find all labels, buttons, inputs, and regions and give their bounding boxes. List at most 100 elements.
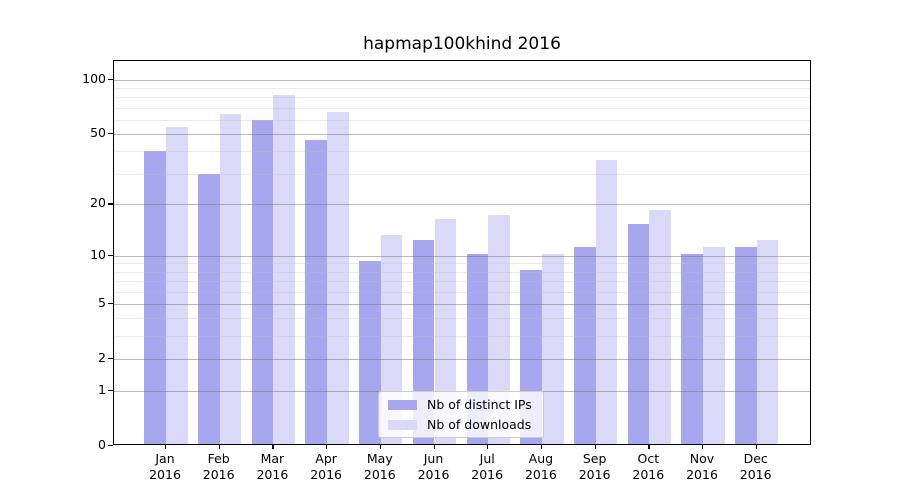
bar-may-distinct-ips — [359, 261, 381, 444]
y-tick-mark — [108, 390, 113, 392]
bar-aug-downloads — [541, 253, 564, 444]
legend: Nb of distinct IPs Nb of downloads — [378, 391, 544, 438]
x-tick-label-jul: Jul 2016 — [457, 451, 517, 482]
x-tick-label-oct: Oct 2016 — [618, 451, 678, 482]
major-gridline — [114, 255, 810, 257]
major-gridline — [114, 303, 810, 305]
bar-feb-distinct-ips — [198, 174, 220, 444]
bar-jun-downloads — [434, 219, 457, 444]
x-tick-year: 2016 — [363, 466, 396, 482]
x-tick-mark — [648, 445, 650, 449]
x-tick-mark — [487, 445, 489, 449]
y-tick-mark — [108, 302, 113, 305]
x-tick-label-aug: Aug 2016 — [511, 451, 571, 482]
minor-gridline — [114, 281, 810, 282]
minor-gridline — [114, 318, 810, 320]
x-tick-mark — [702, 445, 704, 449]
x-tick-year: 2016 — [739, 466, 772, 482]
x-tick-mark — [326, 445, 328, 449]
major-gridline — [114, 134, 810, 136]
bar-dec-distinct-ips — [735, 246, 757, 444]
x-tick-label-jun: Jun 2016 — [404, 451, 464, 482]
x-tick-label-jan: Jan 2016 — [135, 451, 195, 482]
x-tick-year: 2016 — [202, 466, 235, 482]
x-tick-label-mar: Mar 2016 — [242, 451, 302, 482]
x-tick-month: Jan — [155, 451, 175, 466]
chart-title: hapmap100khind 2016 — [363, 34, 561, 54]
bar-oct-downloads — [649, 210, 671, 444]
minor-gridline — [114, 107, 810, 109]
minor-gridline — [114, 263, 810, 265]
bar-mar-distinct-ips — [251, 120, 274, 444]
x-tick-label-feb: Feb 2016 — [189, 451, 249, 482]
x-tick-mark — [755, 445, 757, 449]
x-tick-label-sep: Sep 2016 — [565, 451, 625, 482]
x-tick-month: Sep — [582, 451, 607, 466]
bar-mar-downloads — [273, 95, 296, 444]
minor-gridline — [114, 173, 810, 175]
minor-gridline — [114, 151, 810, 153]
x-tick-year: 2016 — [524, 466, 557, 482]
y-tick-mark — [108, 357, 113, 360]
x-tick-month: Apr — [315, 451, 337, 466]
bar-sep-distinct-ips — [573, 246, 596, 444]
x-tick-mark — [379, 445, 382, 449]
legend-item-downloads: Nb of downloads — [388, 416, 534, 433]
legend-swatch-distinct-ips — [388, 399, 417, 410]
y-tick-label: 0 — [98, 437, 106, 452]
x-tick-month: Dec — [743, 451, 768, 466]
y-tick-mark — [108, 445, 113, 447]
bar-dec-downloads — [756, 240, 779, 444]
x-tick-label-apr: Apr 2016 — [296, 451, 356, 482]
x-tick-year: 2016 — [632, 466, 665, 482]
x-tick-month: May — [366, 451, 393, 466]
plot-area: Nb of distinct IPs Nb of downloads — [113, 60, 811, 445]
minor-gridline — [114, 291, 810, 293]
legend-label-distinct-ips: Nb of distinct IPs — [427, 397, 532, 412]
x-tick-label-nov: Nov 2016 — [672, 451, 732, 482]
x-tick-mark — [594, 445, 596, 449]
y-tick-label: 1 — [98, 382, 106, 397]
bar-sep-downloads — [595, 159, 618, 444]
x-tick-year: 2016 — [149, 466, 181, 482]
bar-nov-distinct-ips — [681, 253, 703, 444]
y-tick-mark — [108, 133, 113, 135]
minor-gridline — [114, 97, 810, 99]
y-tick-label: 100 — [82, 70, 106, 86]
y-tick-label: 20 — [90, 195, 106, 211]
legend-item-distinct-ips: Nb of distinct IPs — [388, 396, 534, 413]
x-tick-year: 2016 — [417, 466, 450, 482]
y-tick-mark — [108, 203, 113, 205]
bar-jan-distinct-ips — [144, 151, 166, 444]
major-gridline — [114, 79, 810, 81]
y-tick-label: 5 — [98, 294, 106, 310]
minor-gridline — [114, 119, 810, 121]
y-tick-label: 2 — [98, 349, 106, 365]
x-tick-month: Nov — [689, 451, 715, 466]
bar-jul-downloads — [488, 214, 510, 444]
minor-gridline — [114, 271, 810, 273]
x-tick-mark — [272, 445, 274, 449]
x-tick-month: Jul — [479, 451, 495, 466]
x-tick-mark — [540, 445, 543, 449]
x-tick-year: 2016 — [310, 466, 342, 482]
x-tick-mark — [433, 445, 435, 449]
bar-feb-downloads — [219, 114, 242, 444]
major-gridline — [114, 204, 810, 206]
bar-jan-downloads — [166, 127, 188, 444]
bar-oct-distinct-ips — [627, 224, 650, 444]
x-tick-month: Feb — [207, 451, 230, 466]
x-tick-month: Oct — [637, 451, 660, 466]
x-tick-year: 2016 — [256, 466, 289, 482]
y-tick-mark — [108, 254, 113, 257]
bar-apr-downloads — [327, 111, 349, 444]
minor-gridline — [114, 88, 810, 90]
x-tick-mark — [165, 445, 167, 449]
y-tick-label: 10 — [90, 246, 106, 262]
x-tick-year: 2016 — [686, 466, 718, 482]
legend-swatch-downloads — [388, 419, 417, 430]
x-tick-mark — [218, 445, 220, 449]
x-tick-label-dec: Dec 2016 — [726, 451, 786, 482]
y-tick-label: 50 — [90, 125, 106, 141]
